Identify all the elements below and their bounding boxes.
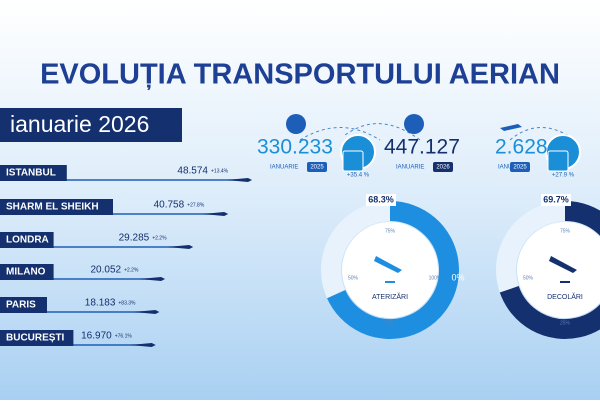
change: +76.1% — [115, 333, 133, 339]
quadrant-label: 50% — [523, 275, 534, 281]
year-label: 2025 — [310, 165, 324, 171]
city: MILANO — [6, 267, 46, 278]
change: +13.4% — [211, 168, 229, 174]
share: 69.7% — [543, 194, 569, 204]
change: +2.2% — [152, 235, 167, 241]
donut-center — [517, 222, 600, 318]
subtitle: ianuarie 2026 — [10, 111, 149, 137]
city: LONDRA — [6, 235, 49, 246]
quadrant-label: 75% — [560, 228, 571, 234]
growth: +35.4 % — [347, 173, 370, 179]
arrow-box — [342, 150, 364, 172]
growth: +27.9 % — [552, 173, 575, 179]
change: +27.8% — [187, 202, 205, 208]
city-box — [0, 264, 54, 280]
quadrant-label: 25% — [385, 320, 396, 326]
walker-icon — [404, 114, 424, 134]
year-box — [510, 162, 530, 172]
passengers: 20.052 — [91, 265, 122, 276]
year-label: 2026 — [436, 165, 450, 171]
passengers: 40.758 — [154, 200, 185, 211]
year-box — [433, 162, 453, 172]
subtitle-box — [0, 108, 182, 142]
city: BUCUREȘTI — [6, 333, 65, 344]
share-box — [541, 194, 571, 206]
walker-icon — [286, 114, 306, 134]
passengers-2025: 330.233 — [257, 136, 333, 159]
passengers: 48.574 — [177, 166, 208, 177]
city: ISTANBUL — [6, 168, 56, 179]
month-label: IANUARIE — [396, 165, 424, 171]
city-box — [0, 232, 54, 248]
city-box — [0, 165, 67, 181]
plane-icon — [202, 212, 229, 216]
city: SHARM EL SHEIKH — [6, 202, 99, 213]
city-box — [0, 330, 74, 346]
plane-icon — [549, 256, 577, 273]
quadrant-label: 100% — [429, 275, 442, 281]
donut-label: ATERIZĂRI — [372, 292, 408, 301]
title: EVOLUȚIA TRANSPORTULUI AERIAN — [40, 59, 560, 91]
donut-arc — [499, 201, 600, 339]
quadrant-label: 25% — [560, 320, 571, 326]
share: 68.3% — [368, 194, 394, 204]
plane-icon — [133, 310, 160, 314]
city-box — [0, 297, 47, 313]
year-label: 2025 — [513, 165, 527, 171]
donut-center — [342, 222, 438, 318]
stats: 330.233 IANUARIE 2025 447.127 IANUARIE 2… — [257, 114, 581, 179]
year-box — [307, 162, 327, 172]
flights-2025: 2.628 — [495, 136, 548, 159]
quadrant-label: 75% — [385, 228, 396, 234]
plane-icon — [129, 343, 156, 347]
donut-arc — [327, 201, 459, 339]
plane-icon — [374, 256, 402, 273]
passengers: 18.183 — [85, 298, 116, 309]
plane-icon — [139, 277, 166, 281]
arrow-box — [547, 150, 569, 172]
passengers-2026: 447.127 — [384, 136, 460, 159]
dashed-path — [299, 123, 576, 141]
month-label: IANUARIE — [270, 165, 298, 171]
change: +2.2% — [124, 267, 139, 273]
passengers: 29.285 — [119, 233, 150, 244]
change: +83.3% — [118, 300, 136, 306]
plane-icon — [226, 178, 252, 182]
zero-label: 0% — [451, 272, 464, 282]
donut-label: DECOLĂRI — [547, 292, 583, 301]
passengers: 16.970 — [81, 331, 112, 342]
quadrant-label: 50% — [348, 275, 359, 281]
plane-icon — [167, 245, 194, 249]
city: PARIS — [6, 300, 36, 311]
city-box — [0, 199, 113, 215]
plane-icon — [500, 124, 522, 131]
share-box — [366, 194, 396, 206]
